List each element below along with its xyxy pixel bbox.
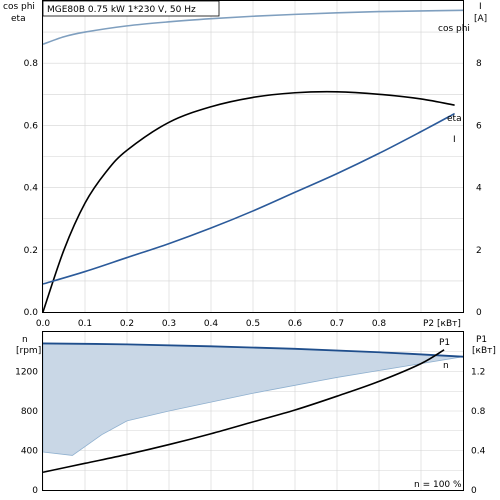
top-chart-frame bbox=[42, 0, 464, 313]
series-speed-line bbox=[42, 342, 464, 358]
series-current-line bbox=[42, 112, 455, 285]
x-tick-label: 0.6 bbox=[288, 319, 303, 329]
bottom-left-tick-labels: 0 400 800 1200 bbox=[15, 368, 38, 497]
y-left-tick-label: 0.6 bbox=[24, 121, 39, 131]
chart-title: MGE80B 0.75 kW 1*230 V, 50 Hz bbox=[47, 5, 196, 15]
x-tick-label: 0.8 bbox=[372, 319, 387, 329]
series-eta-line bbox=[42, 90, 455, 313]
y-left-tick-label: 400 bbox=[21, 447, 38, 457]
y-left-tick-label: 1200 bbox=[15, 368, 38, 378]
y-left-tick-label: 0 bbox=[32, 486, 38, 496]
x-tick-labels: 0.0 0.1 0.2 0.3 0.4 0.5 0.6 0.7 0.8 bbox=[36, 319, 387, 329]
x-tick-label: 0.2 bbox=[120, 319, 134, 329]
bottom-right-tick-labels: 0 0.4 0.8 1.2 bbox=[471, 368, 486, 497]
x-tick-label: 0.5 bbox=[246, 319, 260, 329]
y-right-tick-label: 4 bbox=[476, 184, 482, 194]
y-left-tick-label: 800 bbox=[21, 407, 38, 417]
series-label-cosphi: cos phi bbox=[438, 24, 470, 34]
top-chart-grid bbox=[42, 1, 463, 312]
y-right-tick-label: 0.8 bbox=[471, 407, 486, 417]
series-label-eta: eta bbox=[447, 114, 462, 124]
y-left-tick-label: 0.0 bbox=[24, 308, 39, 318]
series-label-current: I bbox=[453, 135, 456, 145]
x-axis-label: P2 [кВт] bbox=[423, 319, 461, 329]
series-label-power: P1 bbox=[439, 338, 450, 348]
speed-annotation: n = 100 % bbox=[414, 480, 462, 490]
bottom-chart-series bbox=[42, 342, 464, 474]
top-right-tick-labels: 0 2 4 6 8 bbox=[476, 59, 482, 318]
y-axis-label-power: P1 bbox=[476, 335, 487, 345]
y-axis-label-current-unit: [A] bbox=[474, 14, 487, 24]
y-right-tick-label: 8 bbox=[476, 59, 482, 69]
x-tick-label: 0.3 bbox=[162, 319, 176, 329]
y-right-tick-label: 0 bbox=[476, 308, 482, 318]
x-tick-label: 0.7 bbox=[330, 319, 344, 329]
title-box bbox=[42, 0, 220, 17]
y-axis-label-speed: n bbox=[22, 335, 28, 345]
y-right-tick-label: 0.4 bbox=[471, 447, 486, 457]
top-chart-series bbox=[42, 9, 464, 313]
y-right-tick-label: 1.2 bbox=[471, 368, 485, 378]
y-left-tick-label: 0.4 bbox=[24, 184, 39, 194]
bottom-chart-frame bbox=[42, 331, 464, 491]
y-axis-label-power-unit: [кВт] bbox=[472, 346, 496, 356]
x-tick-label: 0.1 bbox=[78, 319, 92, 329]
y-axis-label-eta: eta bbox=[11, 14, 26, 24]
y-left-tick-label: 0.8 bbox=[24, 59, 39, 69]
y-axis-label-speed-unit: [rpm] bbox=[16, 346, 41, 356]
y-axis-label-current: I bbox=[479, 2, 482, 12]
x-tick-label: 0.0 bbox=[36, 319, 51, 329]
x-tick-label: 0.4 bbox=[204, 319, 219, 329]
top-left-tick-labels: 0.0 0.2 0.4 0.6 0.8 bbox=[24, 59, 39, 318]
y-right-tick-label: 0 bbox=[471, 486, 477, 496]
series-label-speed: n bbox=[443, 361, 449, 371]
y-axis-label-cosphi: cos phi bbox=[3, 2, 35, 12]
y-left-tick-label: 0.2 bbox=[24, 246, 38, 256]
series-power-line bbox=[42, 349, 445, 474]
series-cosphi-line bbox=[42, 9, 464, 45]
y-right-tick-label: 6 bbox=[476, 121, 482, 131]
y-right-tick-label: 2 bbox=[476, 246, 482, 256]
